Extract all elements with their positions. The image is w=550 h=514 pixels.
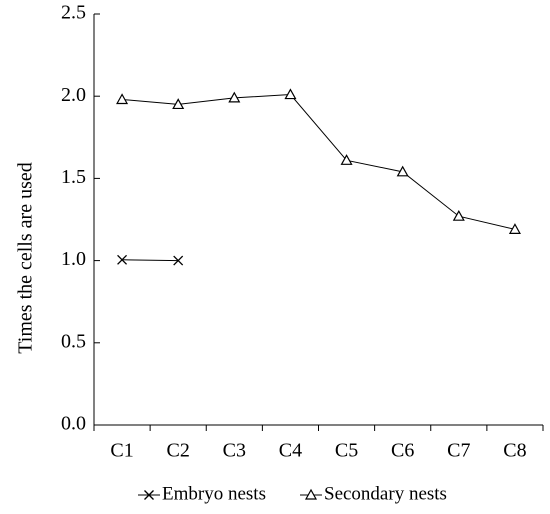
- data-point-series-2: [340, 154, 353, 165]
- series-line-2: [122, 94, 516, 230]
- y-ticks: 0.0 0.5 1.0 1.5 2.0 2.5: [61, 2, 100, 435]
- data-point-series-2: [452, 209, 465, 221]
- x-tick-label: C3: [223, 440, 246, 462]
- y-tick-label: 0.0: [61, 413, 86, 435]
- x-tick-label: C5: [335, 440, 358, 462]
- y-axis-label: Times the cells are used: [15, 162, 37, 353]
- data-point-series-2: [172, 98, 185, 110]
- y-tick-label: 2.5: [61, 2, 86, 24]
- legend: Embryo nests Secondary nests: [138, 483, 447, 504]
- data-point-series-2: [284, 88, 297, 100]
- legend-label: Secondary nests: [324, 483, 447, 504]
- series-markers: [116, 88, 521, 266]
- x-tick-label: C4: [279, 440, 302, 462]
- data-point-series-1: [173, 255, 184, 266]
- y-tick-label: 0.5: [61, 330, 86, 352]
- series-lines: [122, 94, 516, 262]
- legend-label: Embryo nests: [162, 483, 266, 504]
- x-tick-label: C6: [391, 440, 414, 462]
- x-tick-label: C2: [167, 440, 190, 462]
- axes: [93, 14, 543, 426]
- x-tick-label: C1: [110, 440, 133, 462]
- x-tick-label: C7: [447, 440, 470, 462]
- series-line-1: [122, 259, 179, 262]
- legend-item-2: Secondary nests: [300, 483, 447, 504]
- data-point-series-2: [508, 223, 521, 234]
- legend-marker: [304, 488, 318, 500]
- legend-marker: [144, 490, 154, 500]
- legend-item-1: Embryo nests: [138, 483, 266, 504]
- y-tick-label: 1.5: [61, 166, 86, 188]
- data-point-series-1: [117, 254, 128, 265]
- x-ticks: C1 C2 C3 C4 C5 C6 C7 C8: [93, 425, 544, 462]
- y-tick-label: 2.0: [61, 84, 86, 106]
- data-point-series-2: [228, 91, 241, 103]
- data-point-series-2: [116, 93, 129, 105]
- y-tick-label: 1.0: [61, 248, 86, 270]
- data-point-series-2: [396, 165, 409, 177]
- x-tick-label: C8: [503, 440, 526, 462]
